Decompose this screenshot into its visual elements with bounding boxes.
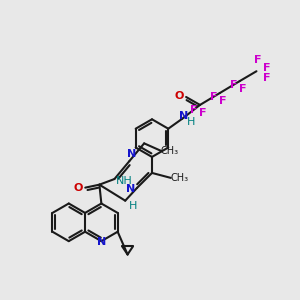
Text: N: N	[127, 149, 136, 159]
Text: NH: NH	[116, 176, 133, 186]
Text: F: F	[219, 96, 226, 106]
Text: F: F	[239, 84, 246, 94]
Text: F: F	[230, 80, 237, 90]
Text: CH₃: CH₃	[171, 173, 189, 183]
Text: H: H	[129, 201, 137, 211]
Text: O: O	[175, 91, 184, 101]
Text: F: F	[199, 108, 207, 118]
Text: H: H	[187, 117, 195, 127]
Text: F: F	[262, 63, 270, 73]
Text: N: N	[97, 237, 106, 247]
Text: N: N	[178, 111, 188, 121]
Text: F: F	[190, 105, 198, 115]
Text: CH₃: CH₃	[161, 146, 179, 156]
Text: F: F	[262, 73, 270, 83]
Text: F: F	[210, 92, 218, 102]
Text: N: N	[126, 184, 135, 194]
Text: F: F	[254, 55, 261, 65]
Text: O: O	[74, 183, 83, 193]
